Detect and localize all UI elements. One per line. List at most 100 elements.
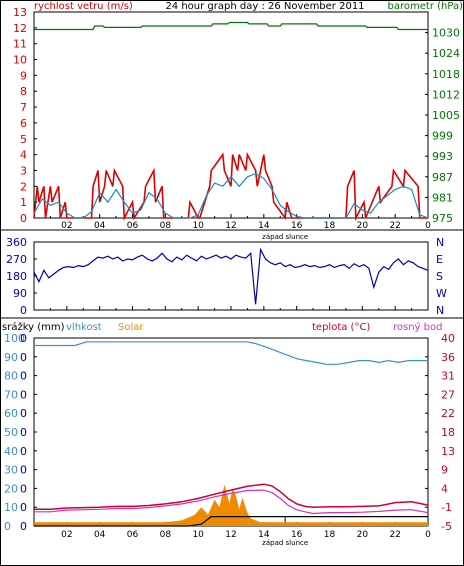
x-tick-label: 0 <box>425 530 431 540</box>
direction-y-tick-label: 90 <box>13 287 27 300</box>
temperature-y-tick-label: -5 <box>441 520 452 533</box>
humidity-y-tick-label: 40 <box>4 445 18 458</box>
wind-y-tick-label: 7 <box>20 101 27 114</box>
rain-y-tick-label: 0 <box>20 407 27 420</box>
wind-y-tick-label: 1 <box>20 196 27 209</box>
direction-y-tick-label: 270 <box>6 253 27 266</box>
humidity-y-tick-label: 30 <box>4 464 18 477</box>
legend-rain: srážky (mm) <box>2 321 65 333</box>
temperature-y-tick-label: 22 <box>441 407 455 420</box>
direction-y-tick-label: 360 <box>6 236 27 249</box>
pressure-y-tick-label: 1024 <box>432 47 460 60</box>
humidity-line <box>34 341 428 365</box>
legend-humidity: vlhkost <box>66 322 102 333</box>
humidity-y-tick-label: 60 <box>4 407 18 420</box>
temperature-y-tick-label: 31 <box>441 370 455 383</box>
pressure-y-tick-label: 987 <box>432 171 453 184</box>
pressure-y-tick-label: 1018 <box>432 68 460 81</box>
wind-average-line <box>33 172 429 219</box>
humidity-y-tick-label: 90 <box>4 351 18 364</box>
solar-area <box>34 484 428 526</box>
pressure-y-tick-label: 1012 <box>432 88 460 101</box>
direction-line <box>33 247 429 305</box>
x-tick-label: 12 <box>225 221 236 231</box>
rain-y-tick-label: 0 <box>20 482 27 495</box>
humidity-y-tick-label: 50 <box>4 426 18 439</box>
temperature-y-tick-label: 13 <box>441 445 455 458</box>
humidity-y-tick-label: 100 <box>4 332 25 345</box>
rain-line <box>34 515 428 527</box>
x-tick-label: 18 <box>324 530 336 540</box>
pressure-y-tick-label: 975 <box>432 212 453 225</box>
rain-y-tick-label: 0 <box>20 351 27 364</box>
wind-y-tick-label: 12 <box>13 22 27 35</box>
wind-y-tick-label: 5 <box>20 133 27 146</box>
x-tick-label: 08 <box>160 530 172 540</box>
pressure-y-tick-label: 1030 <box>432 27 460 40</box>
temperature-y-tick-label: 36 <box>441 351 455 364</box>
temperature-y-tick-label: 9 <box>441 464 448 477</box>
direction-y-tick-label: 180 <box>6 270 27 283</box>
x-tick-label: 04 <box>94 530 106 540</box>
chart-title: 24 hour graph day : 26 November 2011 <box>165 1 364 12</box>
wind-y-tick-label: 11 <box>13 38 27 51</box>
humidity-y-tick-label: 70 <box>4 388 18 401</box>
rain-y-tick-label: 0 <box>20 332 27 345</box>
x-tick-label: 0 <box>425 221 431 231</box>
temperature-y-tick-label: 18 <box>441 426 455 439</box>
pressure-y-tick-label: 999 <box>432 130 453 143</box>
pressure-axis-title: barometr (hPa) <box>388 1 464 12</box>
legend-dewpoint: rosný bod <box>393 321 442 333</box>
sunset-label-1: západ slunce <box>262 233 308 241</box>
wind-y-tick-label: 9 <box>20 69 27 82</box>
rain-y-tick-label: 0 <box>20 520 27 533</box>
x-tick-label: 20 <box>357 221 369 231</box>
wind-y-tick-label: 6 <box>20 117 27 130</box>
wind-y-tick-label: 2 <box>20 180 27 193</box>
x-tick-label: 08 <box>160 221 172 231</box>
x-tick-label: 22 <box>389 221 400 231</box>
x-tick-label: 06 <box>127 221 139 231</box>
wind-y-tick-label: 4 <box>20 149 27 162</box>
rain-y-tick-label: 0 <box>20 501 27 514</box>
x-tick-label: 14 <box>258 530 270 540</box>
humidity-y-tick-label: 0 <box>4 520 11 533</box>
temperature-line <box>34 483 429 511</box>
x-tick-label: 16 <box>291 221 303 231</box>
temperature-y-tick-label: 40 <box>441 332 455 345</box>
wind-y-tick-label: 0 <box>20 212 27 225</box>
wind-y-tick-label: 10 <box>13 54 27 67</box>
x-tick-label: 10 <box>192 221 204 231</box>
x-tick-label: 04 <box>94 221 106 231</box>
rain-y-tick-label: 0 <box>20 388 27 401</box>
x-tick-label: 02 <box>61 221 72 231</box>
gust-line <box>33 151 428 222</box>
rain-y-tick-label: 0 <box>20 370 27 383</box>
temperature-y-tick-label: -1 <box>441 501 452 514</box>
temperature-y-tick-label: 4 <box>441 482 448 495</box>
compass-tick-label: S <box>436 270 443 283</box>
rain-y-tick-label: 0 <box>20 445 27 458</box>
x-tick-label: 18 <box>324 221 336 231</box>
x-tick-label: 20 <box>357 530 369 540</box>
wind-y-tick-label: 3 <box>20 164 27 177</box>
compass-tick-label: N <box>436 236 444 249</box>
x-tick-label: 10 <box>192 530 204 540</box>
wind-y-tick-label: 8 <box>20 85 27 98</box>
compass-tick-label: E <box>436 253 443 266</box>
dewpoint-line <box>34 489 429 515</box>
x-tick-label: 14 <box>258 221 270 231</box>
pressure-y-tick-label: 993 <box>432 150 453 163</box>
legend-solar: Solar <box>118 322 144 333</box>
x-tick-label: 12 <box>225 530 236 540</box>
temperature-y-tick-label: 27 <box>441 388 455 401</box>
plot-area-2 <box>33 241 429 311</box>
wind-axis-title: rychlost vetru (m/s) <box>34 1 133 12</box>
x-tick-label: 06 <box>127 530 139 540</box>
pressure-line <box>34 21 428 31</box>
humidity-y-tick-label: 10 <box>4 501 18 514</box>
rain-y-tick-label: 0 <box>20 464 27 477</box>
direction-y-tick-label: 0 <box>20 304 27 317</box>
x-tick-label: 02 <box>61 530 72 540</box>
legend-temperature: teplota (°C) <box>312 322 370 333</box>
